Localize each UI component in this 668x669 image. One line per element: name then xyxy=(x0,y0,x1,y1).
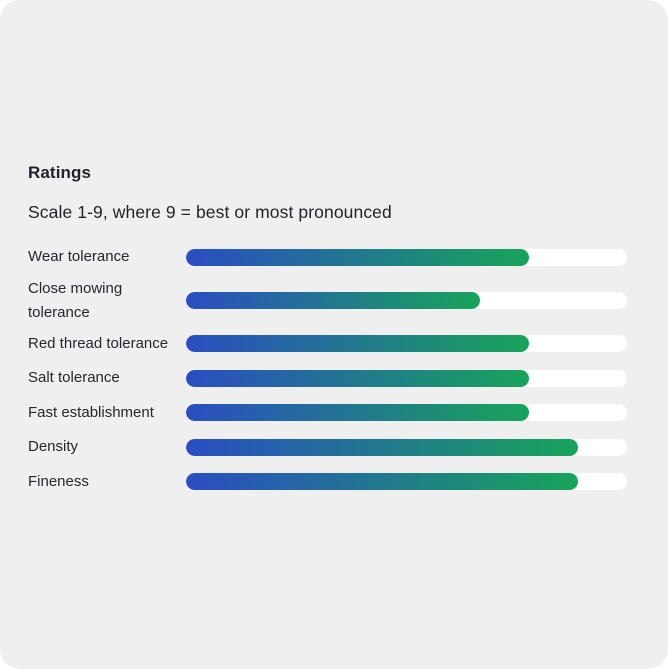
ratings-title: Ratings xyxy=(28,163,92,182)
rating-bar-track xyxy=(186,438,627,456)
rating-label: Red thread tolerance xyxy=(28,334,169,352)
rating-label: Fast establishment xyxy=(28,403,154,421)
rating-label: Density xyxy=(28,438,79,456)
rating-bar-fill xyxy=(186,335,529,353)
rating-bar-track xyxy=(186,292,627,309)
rating-bar-track xyxy=(186,404,627,422)
rating-label: Close mowing tolerance xyxy=(28,279,123,321)
rating-label: Salt tolerance xyxy=(28,369,120,387)
rating-row: Density xyxy=(28,430,627,465)
rating-row: Fast establishment xyxy=(28,396,627,431)
rating-row: Salt tolerance xyxy=(28,361,627,396)
rating-bar-track xyxy=(186,369,627,387)
rating-bar-fill xyxy=(186,292,480,309)
rating-label: Wear tolerance xyxy=(28,248,130,266)
rating-bar-track xyxy=(186,335,627,353)
rating-bar-fill xyxy=(186,438,578,456)
rating-row: Close mowing tolerance xyxy=(28,275,627,327)
rating-label: Fineness xyxy=(28,472,89,490)
rating-row: Fineness xyxy=(28,465,627,500)
rating-row: Wear tolerance xyxy=(28,240,627,275)
rating-bar-fill xyxy=(186,473,578,491)
rating-bar-track xyxy=(186,473,627,491)
rating-bar-fill xyxy=(186,404,529,422)
ratings-bar-list: Wear tolerance Close mowing tolerance Re… xyxy=(28,240,627,499)
rating-bar-fill xyxy=(186,248,529,266)
ratings-scale-subtitle: Scale 1-9, where 9 = best or most pronou… xyxy=(28,202,392,222)
rating-bar-track xyxy=(186,248,627,266)
rating-row: Red thread tolerance xyxy=(28,327,627,362)
rating-bar-fill xyxy=(186,369,529,387)
